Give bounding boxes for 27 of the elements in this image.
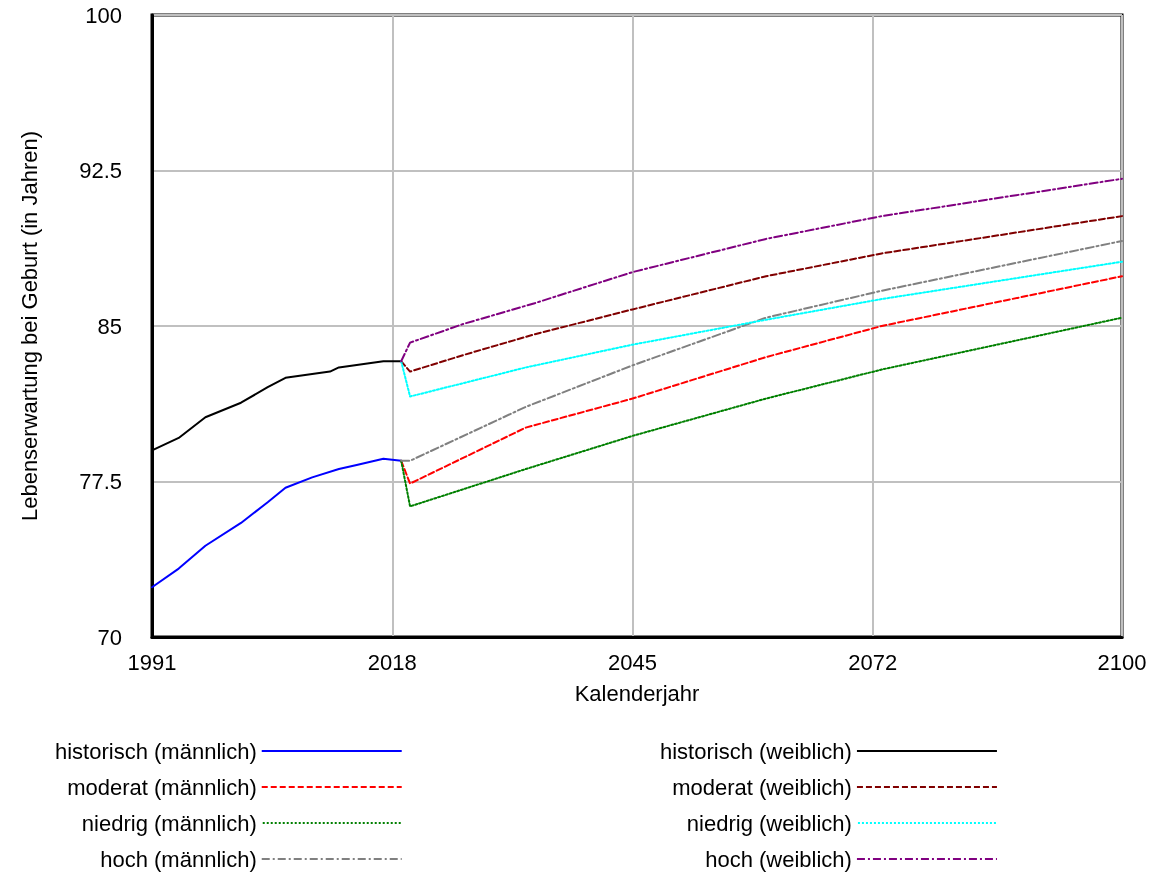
legend-label: niedrig (weiblich): [686, 810, 852, 836]
y-tick-label: 92.5: [79, 158, 122, 183]
y-tick-label: 77.5: [79, 469, 122, 494]
line-series: [400, 215, 1123, 373]
x-tick-label: 1991: [127, 649, 177, 675]
y-tick-label: 100: [85, 2, 122, 28]
line-series: [151, 457, 403, 589]
y-axis-title: Lebenserwartung bei Geburt (in Jahren): [16, 130, 42, 522]
y-tick-label: 85: [97, 313, 122, 339]
y-tick-label: 70: [97, 624, 122, 650]
legend-label: hoch (männlich): [100, 846, 257, 872]
x-tick-label: 2018: [367, 649, 417, 675]
line-series: [400, 316, 1123, 508]
line-series: [400, 177, 1123, 363]
legend-label: historisch (männlich): [54, 738, 257, 764]
legend-label: hoch (weiblich): [705, 846, 852, 872]
x-tick-label: 2100: [1097, 649, 1147, 675]
line-series: [400, 275, 1123, 485]
legend-label: moderat (männlich): [67, 774, 257, 800]
line-series: [400, 239, 1123, 462]
legend-label: historisch (weiblich): [659, 738, 852, 764]
legend-label: moderat (weiblich): [672, 774, 852, 800]
x-tick-label: 2072: [848, 649, 898, 675]
legend-label: niedrig (männlich): [81, 810, 257, 836]
x-tick-label: 2045: [608, 649, 658, 675]
line-series: [400, 260, 1123, 398]
x-axis-title: Kalenderjahr: [574, 680, 700, 706]
